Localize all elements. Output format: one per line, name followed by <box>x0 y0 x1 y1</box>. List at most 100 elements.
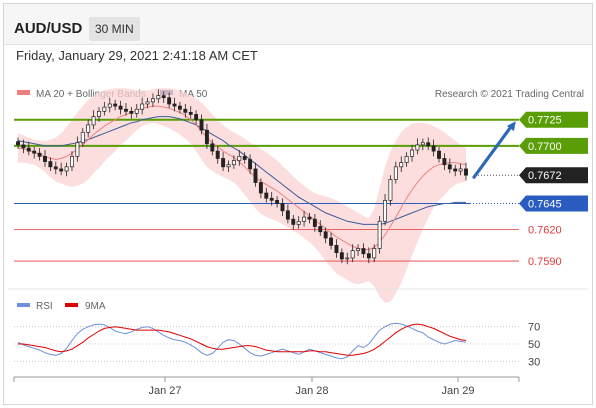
interval-selector[interactable]: 30 MIN <box>89 17 140 41</box>
candle-body <box>129 110 134 114</box>
candle-body <box>323 231 328 239</box>
rsi-tick-label: 30 <box>528 356 540 368</box>
rsi-tick-label: 50 <box>528 339 540 351</box>
projection-arrow-head <box>506 121 516 132</box>
price-plot: 0.7725 0.7700 0.7672 0.7645 0.7620 0.7590 <box>14 88 588 303</box>
candle-body <box>167 97 172 105</box>
candle-body <box>21 144 26 149</box>
research-credit: Research © 2021 Trading Central <box>435 89 584 100</box>
candle-body <box>453 168 458 172</box>
time-axis-ticks: Jan 27 Jan 28 Jan 29 <box>13 377 520 397</box>
candle-body <box>199 119 204 131</box>
candle-body <box>16 141 20 146</box>
candle-body <box>86 124 91 133</box>
candle-body <box>404 156 409 163</box>
candle-body <box>431 145 436 152</box>
candle-body <box>107 103 112 108</box>
candle-body <box>296 220 301 225</box>
candle-body <box>242 156 247 160</box>
candle-body <box>307 216 312 220</box>
candle-body <box>59 168 64 172</box>
rsi-legend-swatch <box>17 303 30 307</box>
candle-body <box>253 168 258 183</box>
candle-body <box>415 144 420 151</box>
projection-arrow-shaft <box>472 125 513 179</box>
candle-body <box>48 161 53 168</box>
candle-body <box>302 216 307 222</box>
rsi-ma-legend-swatch <box>65 303 78 307</box>
candle-body <box>145 101 150 105</box>
candle-body <box>264 192 269 199</box>
candle-body <box>210 143 215 152</box>
candle-body <box>80 131 85 144</box>
candle-body <box>269 197 274 201</box>
candle-body <box>183 108 188 113</box>
candle-body <box>399 162 404 168</box>
candle-body <box>26 147 31 152</box>
chart-datetime: Friday, January 29, 2021 2:41:18 AM CET <box>16 48 258 63</box>
level-label: 0.7620 <box>528 225 562 237</box>
candle-body <box>312 218 317 227</box>
level-label: 0.7725 <box>528 115 562 127</box>
rsi-ma-legend-label: 9MA <box>85 301 106 312</box>
candle-body <box>75 142 80 157</box>
candle-body <box>118 105 123 110</box>
ma20-legend-label: MA 20 + Bollinger Bands <box>36 89 146 100</box>
candle-body <box>361 248 366 255</box>
candle-body <box>43 156 47 162</box>
candle-body <box>318 226 323 233</box>
candle-body <box>150 98 155 103</box>
candle-body <box>356 248 360 251</box>
candle-body <box>53 166 58 170</box>
candle-body <box>280 203 285 212</box>
candle-body <box>124 108 128 112</box>
rsi-ma-line <box>18 323 467 356</box>
candle-body <box>113 103 118 107</box>
ma50-line <box>17 116 466 225</box>
candle-body <box>70 156 74 168</box>
candle-body <box>458 168 463 172</box>
candle-body <box>339 252 344 260</box>
candle-body <box>437 150 441 159</box>
candle-body <box>134 108 139 114</box>
ma20-line <box>17 105 467 250</box>
candle-body <box>258 182 263 194</box>
candle-body <box>464 168 468 176</box>
candle-body <box>366 253 371 259</box>
candle-body <box>161 95 166 99</box>
chart-header: AUD/USD 30 MIN <box>4 4 592 45</box>
candle-body <box>393 166 398 180</box>
candle-body <box>442 158 447 166</box>
candle-body <box>97 110 101 117</box>
candle-body <box>426 142 431 147</box>
rsi-plot: 70 50 30 <box>14 322 540 368</box>
candle-body <box>194 114 199 121</box>
candle-body <box>64 166 69 172</box>
candle-body <box>215 150 220 159</box>
level-label: 0.7590 <box>528 256 562 268</box>
bollinger-band <box>18 88 466 303</box>
level-label: 0.7645 <box>528 198 562 210</box>
time-tick-label: Jan 27 <box>148 385 181 397</box>
candle-body <box>420 142 425 146</box>
candle-body <box>156 95 161 100</box>
time-tick-label: Jan 29 <box>441 385 474 397</box>
candle-body <box>204 129 209 145</box>
level-tag-resistance <box>519 137 588 154</box>
candle-body <box>32 150 37 154</box>
candle-body <box>102 106 107 112</box>
rsi-legend-label: RSI <box>36 301 53 312</box>
candle-body <box>188 112 193 115</box>
currency-pair-title: AUD/USD <box>14 20 83 37</box>
candle-body <box>447 164 452 170</box>
level-tag-resistance <box>519 111 588 128</box>
candle-body <box>377 220 382 249</box>
candle-body <box>383 199 387 222</box>
candle-body <box>37 152 42 157</box>
candle-body <box>226 164 231 168</box>
candle-body <box>410 149 414 157</box>
candle-body <box>291 218 296 225</box>
ma50-legend-label: MA 50 <box>179 89 208 100</box>
rsi-tick-label: 70 <box>528 322 540 334</box>
